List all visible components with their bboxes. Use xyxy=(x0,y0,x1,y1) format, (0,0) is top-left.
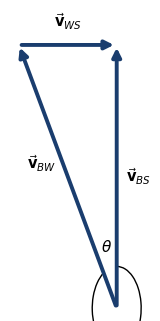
Text: $\vec{\mathbf{v}}_{BS}$: $\vec{\mathbf{v}}_{BS}$ xyxy=(126,166,151,187)
Text: $\theta$: $\theta$ xyxy=(101,239,112,255)
Text: $\vec{\mathbf{v}}_{WS}$: $\vec{\mathbf{v}}_{WS}$ xyxy=(54,12,82,32)
Text: $\vec{\mathbf{v}}_{BW}$: $\vec{\mathbf{v}}_{BW}$ xyxy=(27,153,56,174)
